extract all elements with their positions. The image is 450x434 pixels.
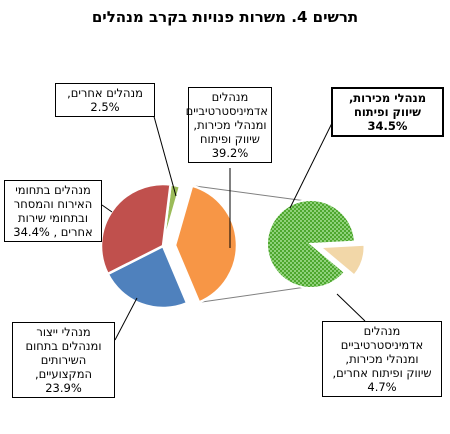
slice-other-admin-sales-managers [317, 243, 366, 277]
slice-hospitality-services-managers [99, 182, 172, 276]
connector-lines [192, 185, 304, 303]
secondary-pie [266, 199, 366, 290]
slice-sales-marketing-managers [266, 199, 356, 290]
leader-line-hospitality-services-managers [101, 204, 113, 213]
leader-line-sales-marketing-managers [289, 116, 336, 209]
label-other-admin-sales-managers: מנהלים אדמיניסטרטיביים ומנהלי מכירות, שי… [322, 321, 442, 397]
slice-production-professional-managers [105, 244, 189, 310]
connector-line-bottom [199, 286, 304, 303]
label-other-managers: מנהלים אחרים, 2.5% [55, 83, 155, 117]
leader-lines [101, 101, 366, 341]
connector-line-top [192, 185, 304, 202]
label-production-professional-managers: מנהלי ייצור ומנהלים בתחום השירותים המקצו… [12, 322, 115, 398]
label-admin-sales-managers: מנהלים אדמיניסטרטיביים ומנהלי מכירות, שי… [186, 87, 272, 163]
slice-admin-sales-managers [173, 184, 239, 305]
main-pie [99, 182, 239, 310]
leader-line-production-professional-managers [114, 297, 138, 341]
leader-line-other-admin-sales-managers [336, 293, 366, 322]
leader-line-other-managers [149, 101, 177, 197]
label-sales-marketing-managers: מנהלי מכירות, שיווק ופיתוח 34.5% [331, 87, 444, 137]
label-hospitality-services-managers: מנהלים בתחומי האירוח והמסחר ובתחומי שירו… [4, 180, 102, 242]
chart-title: תרשים 4. משרות פנויות בקרב מנהלים [91, 8, 359, 26]
